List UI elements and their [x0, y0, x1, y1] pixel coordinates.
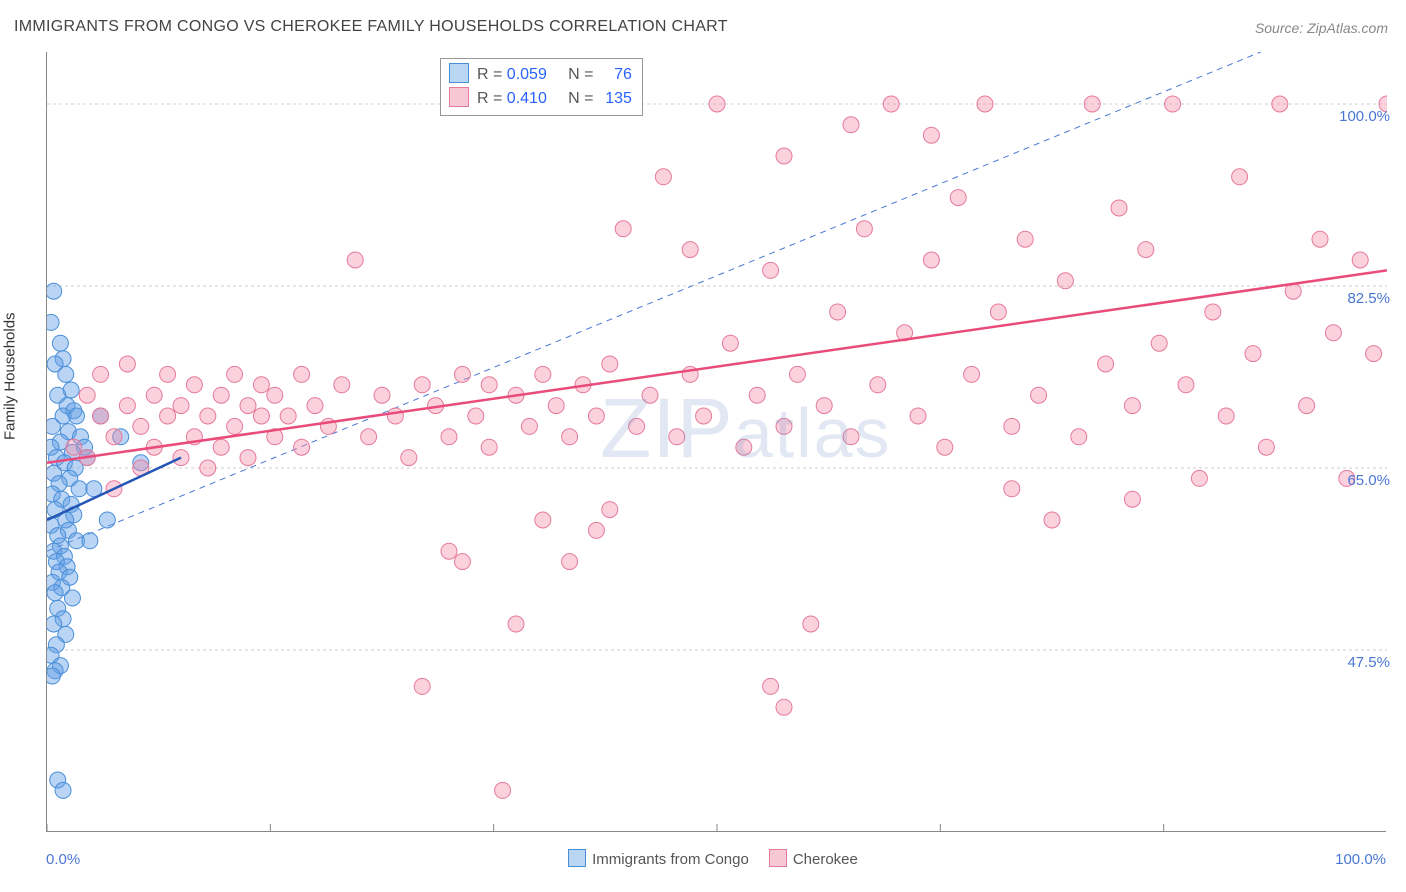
chart-title: IMMIGRANTS FROM CONGO VS CHEROKEE FAMILY…: [14, 18, 728, 36]
y-tick-label: 100.0%: [1339, 108, 1390, 125]
plot-area: [46, 52, 1386, 832]
r-value: 0.059: [507, 63, 555, 87]
legend-swatch: [449, 87, 469, 107]
scatter-plot-svg: [47, 52, 1387, 832]
stats-legend: R = 0.059 N = 76R = 0.410 N = 135: [440, 58, 643, 116]
legend-label: Cherokee: [793, 851, 858, 868]
chart-container: IMMIGRANTS FROM CONGO VS CHEROKEE FAMILY…: [0, 0, 1406, 892]
y-axis-title: Family Households: [2, 312, 19, 440]
y-tick-label: 47.5%: [1347, 654, 1390, 671]
bottom-legend: Immigrants from Congo Cherokee: [0, 849, 1406, 868]
stats-legend-row: R = 0.410 N = 135: [449, 87, 632, 111]
legend-swatch: [769, 849, 787, 867]
y-tick-label: 82.5%: [1347, 290, 1390, 307]
legend-label: Immigrants from Congo: [592, 851, 749, 868]
source-attribution: Source: ZipAtlas.com: [1255, 20, 1388, 36]
n-value: 76: [598, 63, 632, 87]
legend-swatch: [568, 849, 586, 867]
legend-swatch: [449, 63, 469, 83]
r-value: 0.410: [507, 87, 555, 111]
stats-legend-row: R = 0.059 N = 76: [449, 63, 632, 87]
n-value: 135: [598, 87, 632, 111]
y-tick-label: 65.0%: [1347, 472, 1390, 489]
